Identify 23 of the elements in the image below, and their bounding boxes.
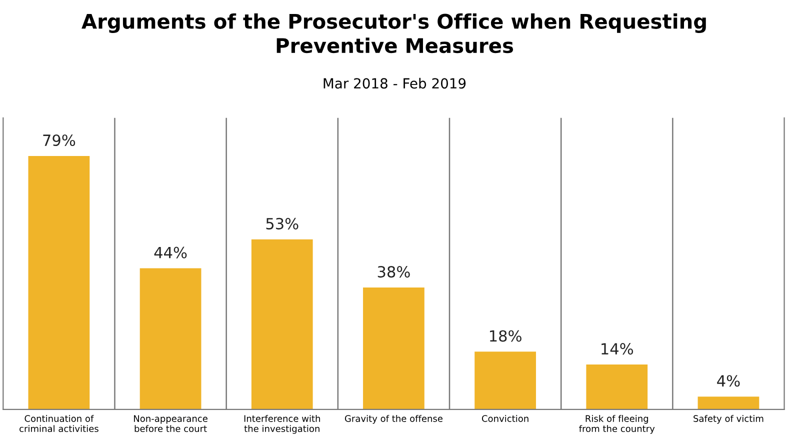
bar [363, 287, 424, 410]
x-tick-label: Risk of fleeing from the country [579, 414, 655, 434]
x-tick-label: Non-appearance before the court [134, 415, 208, 432]
data-label: 79% [43, 134, 76, 146]
bar [586, 364, 648, 410]
x-tick-label: Continuation of criminal activities [20, 414, 98, 432]
data-label: 44% [154, 246, 187, 258]
bar [140, 268, 202, 410]
bar [28, 156, 90, 410]
bar [251, 239, 313, 410]
data-label: 4% [717, 375, 740, 387]
data-label: 53% [266, 218, 298, 230]
chart-title: Arguments of the Prosecutor's Office when Requesting Preventive Measures [82, 13, 706, 54]
x-tick-label: Interference with the investigation [244, 414, 320, 434]
x-tick-label: Conviction [482, 414, 528, 422]
bar [698, 396, 760, 410]
data-label: 38% [378, 266, 410, 278]
data-label: 14% [602, 343, 634, 355]
x-tick-label: Safety of victim [694, 414, 764, 424]
data-label: 18% [490, 330, 522, 342]
bar [474, 352, 536, 410]
chart-subtitle: Mar 2018 - Feb 2019 [324, 78, 466, 89]
x-tick-label: Gravity of the offense [344, 414, 442, 424]
